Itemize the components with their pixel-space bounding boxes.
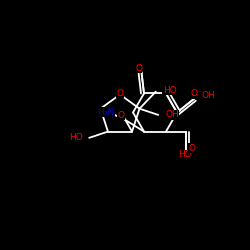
Text: O: O (118, 110, 124, 120)
Text: O: O (135, 64, 142, 73)
Text: O: O (116, 89, 123, 98)
Text: HO: HO (163, 86, 176, 95)
Text: HO: HO (178, 150, 192, 159)
Text: OH: OH (165, 110, 179, 120)
Text: H₂N: H₂N (98, 108, 114, 116)
Text: HO: HO (69, 133, 83, 142)
Text: O: O (189, 144, 196, 153)
Text: O: O (191, 89, 198, 98)
Text: OH: OH (202, 91, 216, 100)
